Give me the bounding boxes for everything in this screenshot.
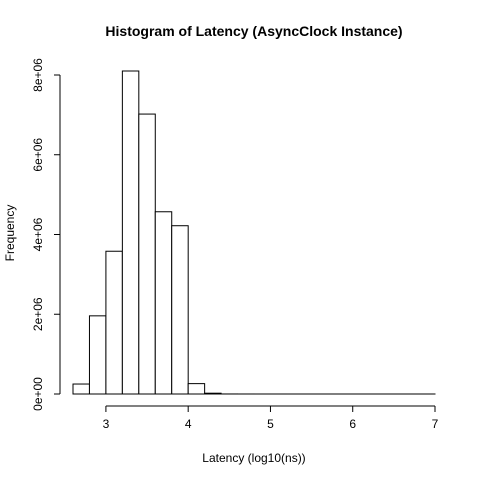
y-tick-label: 4e+06	[31, 217, 45, 251]
x-tick-label: 6	[349, 417, 356, 431]
bars-group	[73, 71, 435, 394]
y-tick-label: 0e+00	[31, 377, 45, 411]
chart-title: Histogram of Latency (AsyncClock Instanc…	[105, 23, 402, 39]
histogram-bar	[122, 71, 138, 394]
histogram-bar	[106, 251, 122, 394]
histogram-bar	[205, 393, 221, 394]
histogram-bar	[155, 212, 171, 394]
histogram-bar	[73, 384, 89, 394]
x-tick-label: 7	[432, 417, 439, 431]
histogram-bar	[172, 226, 188, 394]
x-axis-label: Latency (log10(ns))	[202, 451, 305, 465]
y-tick-label: 2e+06	[31, 297, 45, 331]
histogram-bar	[139, 114, 155, 394]
y-axis-label: Frequency	[3, 205, 17, 262]
x-tick-label: 5	[267, 417, 274, 431]
histogram-bar	[89, 316, 105, 394]
x-axis: 3 4 5 6 7	[103, 406, 439, 431]
y-tick-label: 8e+06	[31, 58, 45, 92]
x-tick-label: 4	[185, 417, 192, 431]
histogram-bar	[188, 384, 204, 394]
y-axis: 0e+00 2e+06 4e+06 6e+06 8e+06	[31, 58, 60, 411]
y-tick-label: 6e+06	[31, 138, 45, 172]
x-tick-label: 3	[103, 417, 110, 431]
